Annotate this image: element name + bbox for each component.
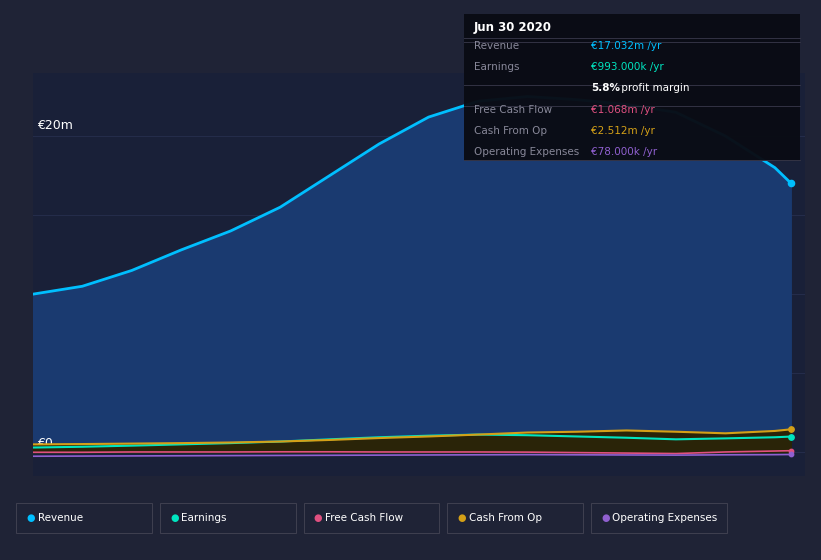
Point bbox=[784, 425, 797, 434]
Text: Free Cash Flow: Free Cash Flow bbox=[474, 105, 552, 115]
Text: Cash From Op: Cash From Op bbox=[474, 126, 547, 136]
Text: Operating Expenses: Operating Expenses bbox=[474, 147, 579, 157]
Text: 2017: 2017 bbox=[67, 504, 99, 517]
Text: 2018: 2018 bbox=[264, 504, 296, 517]
Text: ●: ● bbox=[457, 513, 466, 523]
Text: €78.000k /yr: €78.000k /yr bbox=[591, 147, 658, 157]
Point bbox=[784, 446, 797, 455]
Text: Cash From Op: Cash From Op bbox=[469, 513, 542, 523]
Text: ●: ● bbox=[314, 513, 322, 523]
Text: Revenue: Revenue bbox=[38, 513, 83, 523]
Text: Earnings: Earnings bbox=[181, 513, 227, 523]
Text: Free Cash Flow: Free Cash Flow bbox=[325, 513, 403, 523]
Text: Operating Expenses: Operating Expenses bbox=[612, 513, 718, 523]
Text: Earnings: Earnings bbox=[474, 62, 519, 72]
Text: €993.000k /yr: €993.000k /yr bbox=[591, 62, 664, 72]
Point bbox=[784, 179, 797, 188]
Text: ●: ● bbox=[601, 513, 609, 523]
Text: ●: ● bbox=[26, 513, 34, 523]
Text: 5.8%: 5.8% bbox=[591, 83, 620, 94]
Text: Revenue: Revenue bbox=[474, 41, 519, 51]
Text: €0: €0 bbox=[37, 437, 53, 450]
Point bbox=[784, 450, 797, 459]
Text: €1.068m /yr: €1.068m /yr bbox=[591, 105, 655, 115]
Text: ●: ● bbox=[170, 513, 178, 523]
Text: 2020: 2020 bbox=[660, 504, 692, 517]
Text: €17.032m /yr: €17.032m /yr bbox=[591, 41, 662, 51]
Text: profit margin: profit margin bbox=[618, 83, 690, 94]
Text: €20m: €20m bbox=[37, 119, 72, 132]
Point bbox=[784, 432, 797, 441]
Text: 2019: 2019 bbox=[462, 504, 494, 517]
Text: €2.512m /yr: €2.512m /yr bbox=[591, 126, 655, 136]
Text: Jun 30 2020: Jun 30 2020 bbox=[474, 21, 552, 34]
